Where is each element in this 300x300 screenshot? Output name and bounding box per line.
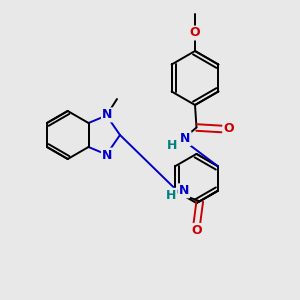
Text: H: H	[166, 189, 176, 202]
Text: H: H	[167, 139, 178, 152]
Text: N: N	[102, 108, 112, 122]
Text: O: O	[191, 224, 202, 237]
Text: N: N	[180, 132, 190, 145]
Text: N: N	[179, 184, 189, 197]
Text: O: O	[190, 26, 200, 40]
Text: N: N	[102, 148, 112, 162]
Text: O: O	[223, 122, 234, 136]
